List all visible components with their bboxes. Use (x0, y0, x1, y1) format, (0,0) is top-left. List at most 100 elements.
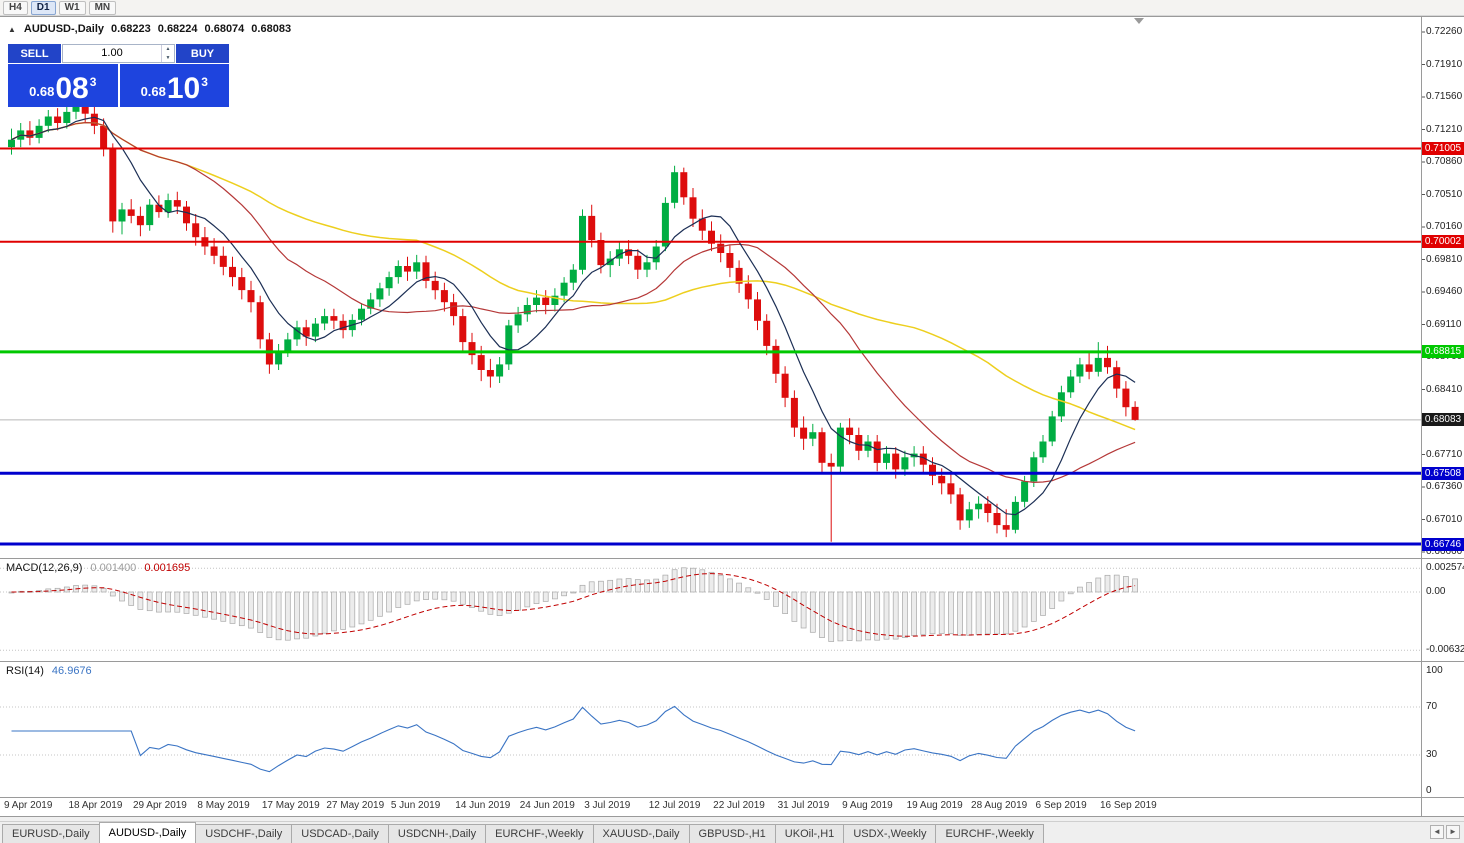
volume-field[interactable]: 1.00 ▲ ▼ (62, 44, 175, 63)
date-axis-label: 29 Apr 2019 (132, 800, 187, 811)
chart-tab-usdchf-daily[interactable]: USDCHF-,Daily (195, 824, 293, 843)
sell-button[interactable]: SELL (8, 44, 61, 63)
price-scale-tick: 0.69460 (1426, 286, 1463, 297)
buy-price-prefix: 0.68 (140, 84, 166, 99)
date-axis-label: 3 Jul 2019 (584, 800, 631, 811)
macd-scale-min: -0.006326 (1426, 644, 1464, 656)
price-scale-tick: 0.68410 (1426, 383, 1463, 395)
hline-price-label: 0.68815 (1422, 345, 1464, 359)
chart-tab-eurchf-weekly[interactable]: EURCHF-,Weekly (935, 824, 1044, 843)
price-scale-tick: 0.67710 (1426, 448, 1463, 460)
volume-stepper[interactable]: ▲ ▼ (161, 45, 174, 62)
timeframe-buttons: H4 D1 W1 MN (0, 0, 117, 15)
sell-price-display[interactable]: 0.68 08 3 (8, 64, 118, 107)
buy-price-pip: 3 (201, 75, 208, 89)
macd-scale-zero: 0.00 (1426, 586, 1446, 597)
macd-indicator (0, 567, 1421, 651)
price-scale-tick: 0.70860 (1426, 156, 1463, 167)
price-scale-tick: 0.71210 (1426, 123, 1463, 135)
date-axis-label: 9 Apr 2019 (4, 800, 53, 811)
price-scale-tick: 0.70510 (1426, 188, 1463, 200)
date-axis-label: 17 May 2019 (261, 800, 320, 811)
date-axis-label: 14 Jun 2019 (455, 800, 511, 811)
current-price-label: 0.68083 (1422, 413, 1464, 427)
volume-down-icon[interactable]: ▼ (165, 54, 171, 61)
sell-price-big: 08 (55, 72, 89, 105)
date-axis-label: 6 Sep 2019 (1035, 800, 1087, 811)
chart-tab-ukoil-h1[interactable]: UKOil-,H1 (774, 824, 845, 843)
one-click-trading-panel: SELL 1.00 ▲ ▼ BUY 0.68 08 3 0.68 10 3 (8, 44, 229, 107)
date-axis-label: 24 Jun 2019 (519, 800, 575, 811)
timeframe-button-mn[interactable]: MN (88, 0, 117, 15)
date-axis-label: 22 Jul 2019 (713, 800, 765, 811)
date-axis-label: 16 Sep 2019 (1099, 800, 1157, 811)
chart-tab-eurusd-daily[interactable]: EURUSD-,Daily (2, 824, 100, 843)
rsi-pane-label: RSI(14) 46.9676 (6, 665, 92, 677)
date-axis-label: 28 Aug 2019 (971, 800, 1028, 811)
hline-price-label: 0.67508 (1422, 466, 1464, 480)
chart-tab-audusd-daily[interactable]: AUDUSD-,Daily (98, 822, 197, 843)
hline-price-label: 0.70002 (1422, 235, 1464, 249)
macd-main-value: 0.001400 (90, 562, 137, 574)
date-axis-label: 8 May 2019 (197, 800, 250, 811)
price-scale-tick: 0.71910 (1426, 58, 1463, 70)
price-scale-tick: 0.67360 (1426, 481, 1463, 492)
volume-up-icon[interactable]: ▲ (165, 46, 171, 52)
medium-ma-line (11, 121, 1136, 483)
price-scale-tick: 0.71560 (1426, 91, 1463, 102)
chart-tab-eurchf-weekly[interactable]: EURCHF-,Weekly (485, 824, 594, 843)
rsi-scale-level-0: 0 (1426, 785, 1432, 796)
tab-scroll-left-icon[interactable]: ◄ (1430, 825, 1444, 839)
buy-button[interactable]: BUY (176, 44, 229, 63)
rsi-scale-level-100: 100 (1426, 665, 1443, 676)
chart-tab-usdcad-daily[interactable]: USDCAD-,Daily (291, 824, 389, 843)
tab-navigation: ◄ ► (1430, 821, 1460, 843)
chart-tab-gbpusd-h1[interactable]: GBPUSD-,H1 (688, 824, 776, 843)
tab-scroll-right-icon[interactable]: ► (1446, 825, 1460, 839)
hline-price-label: 0.71005 (1422, 142, 1464, 156)
buy-price-big: 10 (166, 72, 201, 105)
chart-tabs: EURUSD-,Daily AUDUSD-,Daily USDCHF-,Daily U… (2, 822, 1044, 843)
sell-price-pip: 3 (89, 75, 97, 89)
slow-ma-line (11, 121, 1136, 431)
timeframe-button-h4[interactable]: H4 (3, 0, 28, 15)
date-axis-label: 9 Aug 2019 (842, 800, 893, 811)
candlesticks (8, 97, 1139, 542)
volume-value[interactable]: 1.00 (101, 47, 123, 59)
date-axis-label: 27 May 2019 (326, 800, 385, 811)
ohlc-low: 0.68074 (204, 23, 245, 35)
chart-tab-usdx-weekly[interactable]: USDX-,Weekly (843, 824, 937, 843)
macd-pane-label: MACD(12,26,9) 0.001400 0.001695 (6, 562, 190, 574)
buy-price-display[interactable]: 0.68 10 3 (119, 64, 229, 107)
ohlc-high: 0.68224 (157, 23, 198, 35)
rsi-value: 46.9676 (51, 665, 92, 677)
rsi-indicator (0, 705, 1421, 773)
date-axis-label: 5 Jun 2019 (390, 800, 441, 811)
price-scale-tick: 0.67010 (1426, 513, 1463, 525)
macd-signal-value: 0.001695 (144, 562, 191, 574)
collapse-panel-icon[interactable]: ▲ (8, 24, 16, 34)
chart-title: ▲ AUDUSD-,Daily 0.68223 0.68224 0.68074 … (8, 23, 291, 35)
chart-tab-bar: EURUSD-,Daily AUDUSD-,Daily USDCHF-,Daily U… (0, 821, 1464, 843)
ohlc-close: 0.68083 (251, 23, 292, 35)
shift-marker-icon (1134, 18, 1144, 24)
date-axis-label: 12 Jul 2019 (648, 800, 701, 811)
rsi-name: RSI(14) (6, 665, 44, 677)
chart-tab-xauusd-daily[interactable]: XAUUSD-,Daily (592, 824, 690, 843)
date-axis-label: 18 Apr 2019 (68, 800, 123, 811)
timeframe-button-d1[interactable]: D1 (30, 0, 56, 15)
price-scale-tick: 0.70160 (1426, 221, 1463, 232)
macd-name: MACD(12,26,9) (6, 562, 83, 574)
sell-price-prefix: 0.68 (29, 84, 55, 99)
timeframe-button-w1[interactable]: W1 (58, 0, 86, 15)
rsi-scale-level-30: 30 (1426, 749, 1438, 760)
date-axis-label: 31 Jul 2019 (777, 800, 830, 811)
chart-tab-usdcnh-daily[interactable]: USDCNH-,Daily (387, 824, 487, 843)
timeframe-toolbar: H4 D1 W1 MN (0, 0, 1464, 16)
hline-price-label: 0.66746 (1422, 537, 1464, 551)
macd-scale-max: 0.002574 (1426, 562, 1464, 574)
price-scale-tick: 0.69110 (1426, 318, 1462, 330)
ohlc-open: 0.68223 (111, 23, 151, 35)
price-scale-tick: 0.72260 (1426, 26, 1463, 37)
